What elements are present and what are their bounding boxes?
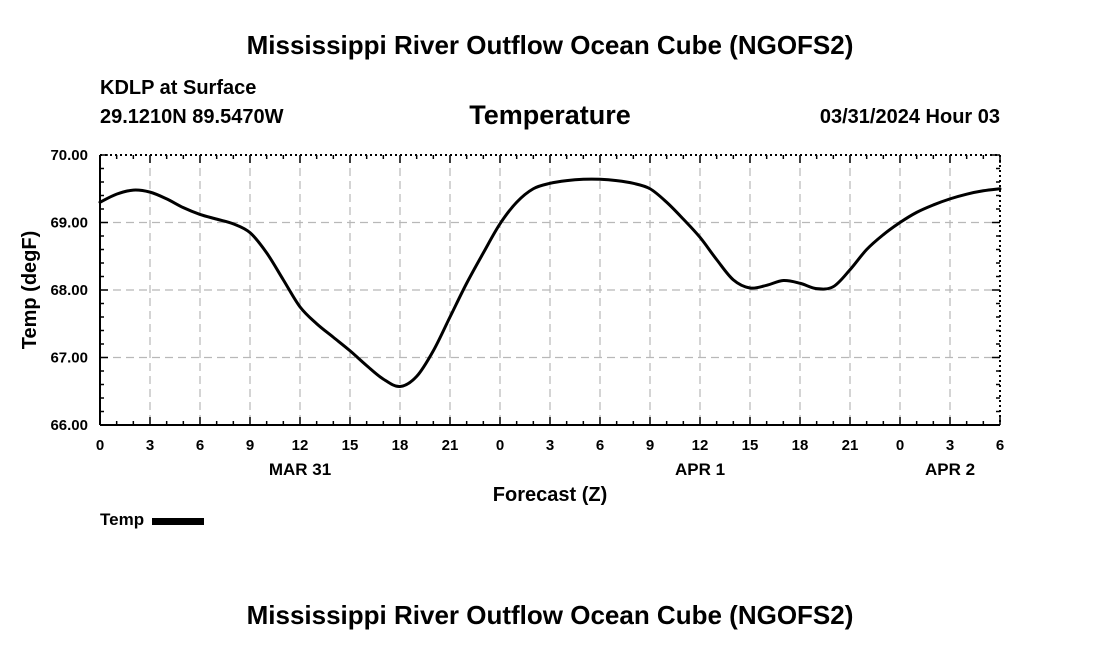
coordinates-label: 29.1210N 89.5470W: [100, 106, 284, 128]
x-tick-label: 3: [146, 437, 154, 454]
series-line-temp: [98, 177, 1002, 389]
legend-swatch: [152, 518, 205, 525]
y-tick-label: 67.00: [50, 350, 88, 367]
date-label: APR 1: [675, 460, 725, 479]
footer-title: Mississippi River Outflow Ocean Cube (NG…: [246, 600, 854, 630]
x-axis-title: Forecast (Z): [493, 484, 607, 506]
legend-label: Temp: [100, 510, 145, 529]
x-tick-label: 0: [96, 437, 104, 454]
x-tick-label: 3: [546, 437, 554, 454]
x-tick-label: 21: [442, 437, 459, 454]
x-tick-label: 6: [596, 437, 604, 454]
x-tick-label: 12: [692, 437, 709, 454]
timestamp-label: 03/31/2024 Hour 03: [819, 106, 1000, 128]
page-title: Mississippi River Outflow Ocean Cube (NG…: [246, 30, 854, 60]
y-tick-label: 68.00: [50, 282, 88, 299]
y-tick-label: 70.00: [50, 147, 88, 164]
date-label: MAR 31: [269, 460, 331, 479]
x-tick-label: 21: [842, 437, 859, 454]
x-tick-label: 0: [896, 437, 904, 454]
x-tick-label: 15: [742, 437, 759, 454]
x-tick-label: 6: [996, 437, 1004, 454]
x-tick-label: 18: [792, 437, 809, 454]
chart-title: Temperature: [469, 100, 631, 130]
date-label: APR 2: [925, 460, 975, 479]
x-tick-label: 3: [946, 437, 954, 454]
x-tick-label: 15: [342, 437, 359, 454]
x-tick-label: 18: [392, 437, 409, 454]
x-tick-label: 9: [246, 437, 254, 454]
y-tick-label: 66.00: [50, 417, 88, 434]
x-tick-label: 0: [496, 437, 504, 454]
station-label: KDLP at Surface: [100, 77, 257, 99]
legend: Temp: [100, 510, 205, 530]
y-axis-title: Temp (degF): [19, 231, 41, 350]
x-tick-label: 9: [646, 437, 654, 454]
y-tick-label: 69.00: [50, 215, 88, 232]
x-tick-label: 12: [292, 437, 309, 454]
x-tick-label: 6: [196, 437, 204, 454]
